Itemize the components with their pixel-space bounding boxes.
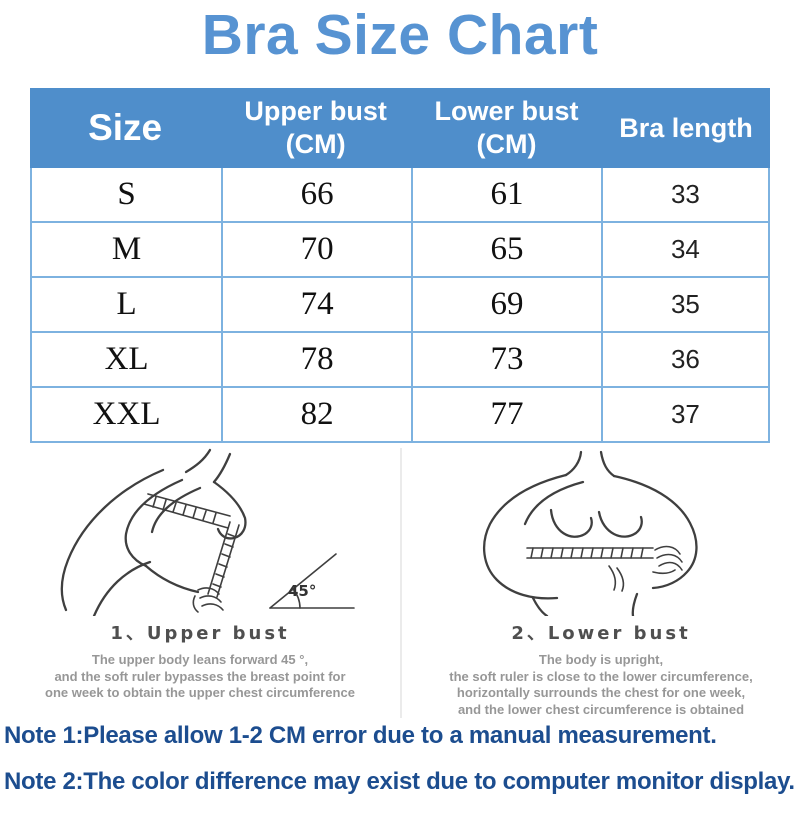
table-header-row: Size Upper bust (CM) Lower bust (CM) Bra… (30, 88, 770, 168)
header-lower-line2: (CM) (476, 129, 537, 159)
page-title: Bra Size Chart (201, 3, 599, 67)
lower-bust-cell: 73 (411, 333, 601, 386)
size-cell: M (111, 231, 142, 267)
measuring-guide-section: 45° 1、Upper bust The upper body leans fo… (0, 448, 800, 718)
upper-bust-measure-illustration: 45° (32, 448, 368, 616)
header-size: Size (30, 88, 220, 168)
angle-45-label: 45° (288, 582, 317, 600)
bra-length-cell: 34 (600, 223, 768, 276)
header-upper-line1: Upper bust (244, 96, 387, 126)
lower-bust-instructions: The body is upright, the soft ruler is c… (402, 652, 800, 718)
note-1: Note 1:Please allow 1-2 CM error due to … (4, 722, 717, 749)
header-upper-line2: (CM) (285, 129, 346, 159)
header-bra-length-label: Bra length (619, 112, 753, 143)
lower-bust-guide: 2、Lower bust The body is upright, the so… (400, 448, 800, 718)
instruction-line: and the lower chest circumference is obt… (457, 701, 745, 717)
lower-bust-cell: 65 (411, 223, 601, 276)
upper-bust-cell: 66 (221, 168, 411, 221)
header-upper-bust: Upper bust (CM) (220, 88, 411, 168)
header-lower-line1: Lower bust (434, 96, 579, 126)
instruction-line: The body is upright, (538, 652, 664, 667)
bra-length-cell: 37 (600, 388, 768, 441)
size-cell: L (116, 286, 137, 322)
upper-bust-guide: 45° 1、Upper bust The upper body leans fo… (0, 448, 400, 718)
bra-length-cell: 33 (600, 168, 768, 221)
upper-bust-caption: 1、Upper bust (110, 623, 290, 644)
table-body: S 66 61 33 M 70 65 34 L 74 69 35 XL 78 7… (30, 168, 770, 443)
header-lower-bust: Lower bust (CM) (411, 88, 602, 168)
table-row: M 70 65 34 (32, 221, 768, 276)
bra-length-cell: 36 (600, 333, 768, 386)
header-size-label: Size (88, 107, 163, 148)
instruction-line: the soft ruler is close to the lower cir… (449, 668, 753, 684)
table-row: XL 78 73 36 (32, 331, 768, 386)
lower-bust-cell: 61 (411, 168, 601, 221)
lower-bust-cell: 69 (411, 278, 601, 331)
instruction-line: horizontally surrounds the chest for one… (456, 685, 746, 700)
lower-bust-cell: 77 (411, 388, 601, 441)
lower-bust-caption: 2、Lower bust (511, 623, 691, 644)
angle-45-icon (269, 553, 355, 609)
size-chart-table: Size Upper bust (CM) Lower bust (CM) Bra… (30, 88, 770, 443)
table-row: XXL 82 77 37 (32, 386, 768, 441)
instruction-line: and the soft ruler bypasses the breast p… (54, 668, 346, 684)
size-cell: XXL (92, 396, 161, 432)
table-row: S 66 61 33 (32, 168, 768, 221)
notes-section: Note 1:Please allow 1-2 CM error due to … (4, 722, 800, 814)
instruction-line: The upper body leans forward 45 °, (91, 652, 309, 667)
upper-bust-cell: 78 (221, 333, 411, 386)
bra-length-cell: 35 (600, 278, 768, 331)
upper-bust-instructions: The upper body leans forward 45 °, and t… (0, 652, 400, 702)
note-2: Note 2:The color difference may exist du… (4, 768, 795, 795)
upper-bust-cell: 70 (221, 223, 411, 276)
header-bra-length: Bra length (602, 88, 770, 168)
upper-bust-cell: 82 (221, 388, 411, 441)
lower-bust-figure-drawing (483, 450, 698, 616)
size-cell: S (117, 176, 136, 212)
instruction-line: one week to obtain the upper chest circu… (45, 685, 355, 700)
lower-bust-measure-illustration (433, 448, 769, 616)
upper-bust-cell: 74 (221, 278, 411, 331)
size-cell: XL (104, 341, 149, 377)
upper-bust-figure-drawing (60, 448, 355, 616)
table-row: L 74 69 35 (32, 276, 768, 331)
